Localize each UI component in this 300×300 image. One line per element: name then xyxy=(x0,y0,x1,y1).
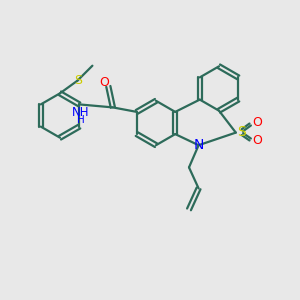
Text: NH: NH xyxy=(72,106,90,119)
Text: S: S xyxy=(237,125,246,139)
Text: N: N xyxy=(194,138,204,152)
Text: H: H xyxy=(77,115,85,125)
Text: O: O xyxy=(252,134,262,148)
Text: S: S xyxy=(74,74,82,87)
Text: O: O xyxy=(252,116,262,130)
Text: O: O xyxy=(99,76,109,89)
